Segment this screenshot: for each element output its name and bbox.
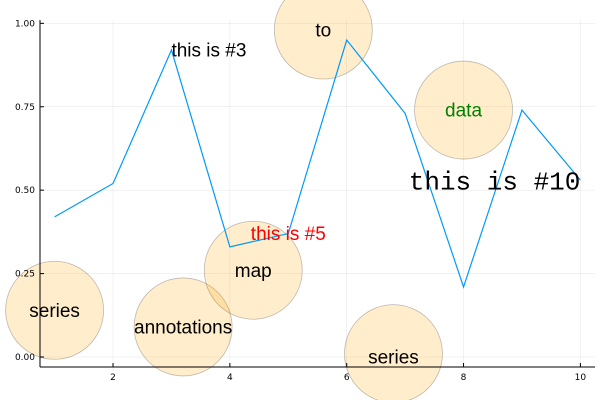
marker-circles (5, 0, 513, 400)
y-tick-label: 0.25 (15, 270, 35, 280)
marker-circle (414, 60, 513, 160)
annotations: this is #3 this is #5 this is #10 series ann… (29, 21, 580, 369)
y-tick-label: 0.75 (15, 103, 35, 113)
marker-circle (133, 277, 233, 377)
x-tick-label: 4 (227, 373, 233, 383)
series-lines (54, 38, 581, 289)
annotation-label: this is #5 (251, 224, 326, 245)
y-tick-label: 0.00 (15, 353, 35, 363)
axes: 2 4 6 8 10 0.00 0.25 0.50 0.75 1.00 (15, 19, 595, 383)
annotation-label: to (315, 21, 331, 42)
marker-circle (273, 0, 373, 80)
y-tick-label: 1.00 (15, 19, 35, 29)
annotation-label: series (368, 348, 419, 369)
x-tick-label: 10 (575, 373, 587, 383)
annotation-label: map (235, 261, 272, 282)
series-line (54, 38, 581, 289)
grid (40, 20, 595, 367)
x-tick-label: 6 (344, 373, 350, 383)
x-tick-label: 8 (461, 373, 467, 383)
marker-circle (344, 304, 443, 400)
annotation-label: data (445, 101, 482, 122)
annotation-label: annotations (134, 318, 232, 339)
marker-circle (203, 220, 303, 320)
x-tick-label: 2 (110, 373, 116, 383)
annotation-label: series (29, 301, 80, 322)
marker-circle (5, 260, 105, 360)
annotation-label: this is #10 (409, 167, 581, 197)
y-tick-label: 0.50 (15, 186, 35, 196)
annotation-label: this is #3 (171, 41, 246, 62)
